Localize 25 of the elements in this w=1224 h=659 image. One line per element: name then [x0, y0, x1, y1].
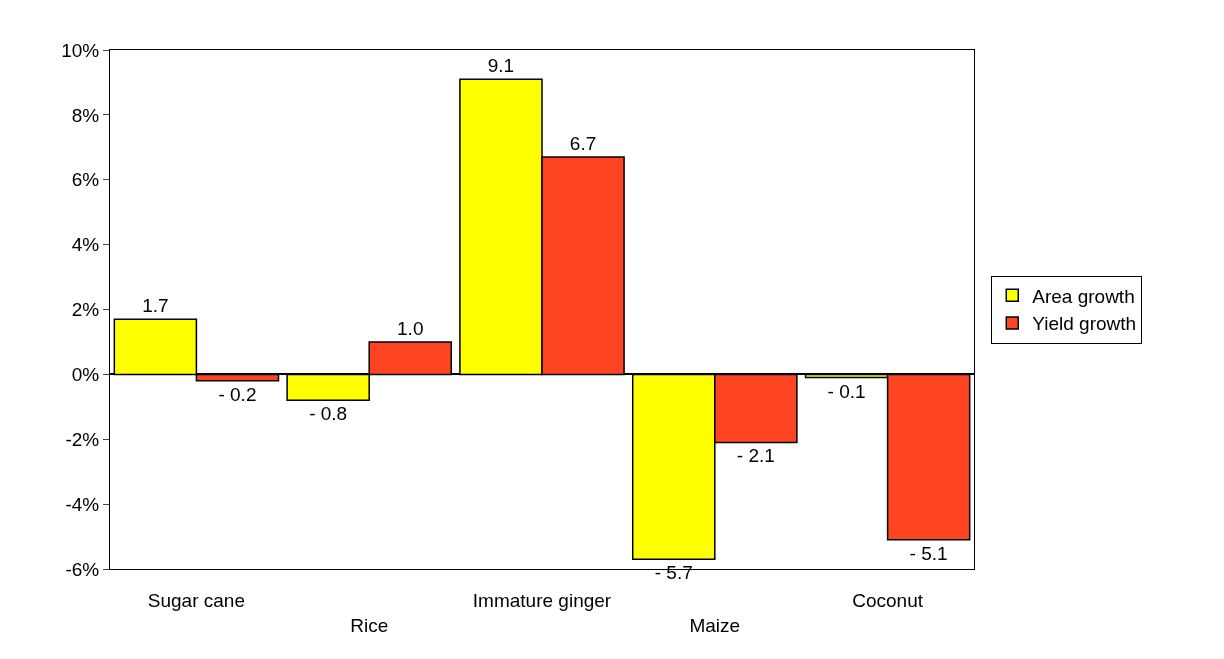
data-label: 1.0	[397, 317, 424, 339]
y-tick-label: -2%	[65, 428, 100, 450]
x-tick-label: Sugar cane	[147, 589, 245, 611]
x-tick-label: Rice	[350, 614, 389, 636]
data-label: 1.7	[142, 295, 169, 317]
data-label: - 0.1	[827, 380, 866, 402]
y-tick-label: 2%	[71, 299, 100, 321]
x-tick-label: Maize	[689, 614, 741, 636]
data-label: - 0.2	[218, 383, 257, 405]
y-tick-label: 0%	[71, 364, 100, 386]
y-tick-label: 10%	[61, 39, 100, 61]
data-label: - 0.8	[309, 403, 348, 425]
x-tick-label: Coconut	[852, 589, 924, 611]
data-label: - 5.1	[909, 542, 948, 564]
y-tick-label: 8%	[71, 104, 100, 126]
y-tick-label: -6%	[65, 558, 100, 580]
y-tick-label: 4%	[71, 234, 100, 256]
legend-label: Yield growth	[1032, 313, 1137, 335]
data-label: 6.7	[569, 133, 597, 155]
legend-label: Area growth	[1032, 285, 1135, 307]
data-label: - 2.1	[736, 445, 775, 467]
data-label: 9.1	[487, 55, 515, 77]
y-tick-label: -4%	[65, 493, 100, 515]
y-tick-label: 6%	[71, 169, 100, 191]
x-tick-label: Immature ginger	[472, 589, 612, 611]
